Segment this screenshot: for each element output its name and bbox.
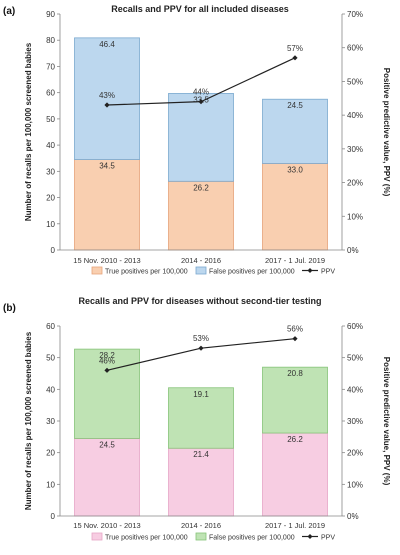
chart-1-ytick-6: 60 [46, 89, 55, 98]
chart-2-bar-s1-c3 [262, 432, 328, 517]
chart-2-ytick-6: 60 [46, 322, 55, 331]
chart-2-y2tick-1: 10% [347, 480, 363, 489]
chart-2-y2tick-0: 0% [347, 512, 359, 521]
chart-2-bar-s1-c2 [168, 447, 234, 517]
chart-2-bar-s2-c1 [74, 348, 140, 439]
chart-1-y2label: Positive predictive value, PPV (%) [382, 68, 391, 197]
chart-1-bar-s1-c3 [262, 163, 328, 251]
chart-1-ylabel: Number of recalls per 100,000 screened b… [24, 42, 33, 221]
chart-2-title: Recalls and PPV for diseases without sec… [78, 296, 321, 306]
chart-1-category-1: 15 Nov. 2010 - 2013 [73, 256, 140, 265]
chart-2-bar-label-s1-c3: 26.2 [287, 435, 303, 444]
chart-1-ytick-3: 30 [46, 167, 55, 176]
chart-2-ytick-4: 40 [46, 385, 55, 394]
chart-1-bar-label-s1-c3: 33.0 [287, 165, 303, 174]
chart-1-y2tick-3: 30% [347, 145, 363, 154]
chart-2-y2tick-5: 50% [347, 354, 363, 363]
chart-1-bar-s2-c1 [74, 37, 140, 160]
chart-2-legend-marker [307, 534, 313, 539]
chart-1-legend-swatch-1 [91, 266, 103, 275]
chart-2-ppv-label-1: 46% [99, 356, 115, 365]
chart-1-bar-label-s2-c3: 24.5 [287, 101, 303, 110]
chart-2-ytick-1: 10 [46, 480, 55, 489]
chart-2-bar-s2-c3 [262, 366, 328, 434]
chart-1-ytick-2: 20 [46, 194, 55, 203]
chart-1-y2tick-4: 40% [347, 111, 363, 120]
chart-2-bar-s2-c2 [168, 387, 234, 449]
chart-2-legend-label-1: True positives per 100,000 [105, 535, 188, 542]
chart-2-ytick-3: 30 [46, 417, 55, 426]
chart-2-panel-label: (b) [3, 303, 16, 314]
chart-2-legend-swatch-2 [195, 532, 207, 541]
chart-1-ytick-8: 80 [46, 36, 55, 45]
chart-2-bar-label-s2-c1: 28.2 [99, 351, 115, 360]
chart-1-ppv-point-3 [292, 55, 298, 61]
chart-2-ytick-2: 20 [46, 449, 55, 458]
chart-1-bar-s2-c2 [168, 93, 234, 182]
chart-2-ppv-point-3 [292, 336, 298, 342]
chart-2-category-1: 15 Nov. 2010 - 2013 [73, 521, 140, 530]
chart-2-y2label: Positive predictive value, PPV (%) [382, 357, 391, 486]
chart-1-title: Recalls and PPV for all included disease… [111, 4, 289, 14]
chart-1-legend-label-2: False positives per 100,000 [209, 269, 295, 276]
chart-2-legend-swatch-1 [91, 532, 103, 541]
chart-1-ppv-label-3: 57% [287, 44, 303, 53]
chart-1-ppv-point-1 [104, 102, 110, 108]
chart-2-ylabel: Number of recalls per 100,000 screened b… [24, 331, 33, 510]
chart-1-y2tick-2: 20% [347, 179, 363, 188]
chart-2-ppv-point-1 [104, 367, 110, 373]
chart-2-ppv-point-2 [198, 345, 204, 351]
chart-1-bar-s1-c1 [74, 159, 140, 251]
chart-2-y2tick-6: 60% [347, 322, 363, 331]
chart-2-ytick-5: 50 [46, 354, 55, 363]
chart-2-legend-label-3: PPV [321, 535, 335, 542]
chart-1-ytick-7: 70 [46, 62, 55, 71]
chart-1-legend-swatch-2 [195, 266, 207, 275]
chart-1-ppv-label-2: 44% [193, 88, 209, 97]
chart-1-y2tick-6: 60% [347, 44, 363, 53]
chart-1-legend-label-1: True positives per 100,000 [105, 269, 188, 276]
chart-1-category-2: 2014 - 2016 [181, 256, 221, 265]
chart-2-category-3: 2017 - 1 Jul. 2019 [265, 521, 325, 530]
chart-2-y2tick-4: 40% [347, 385, 363, 394]
chart-2-bar-label-s1-c1: 24.5 [99, 440, 115, 449]
chart-2-bar-label-s2-c3: 20.8 [287, 369, 303, 378]
chart-1-bar-label-s2-c1: 46.4 [99, 40, 115, 49]
chart-1-ytick-4: 40 [46, 141, 55, 150]
chart-1-ytick-9: 90 [46, 10, 55, 19]
chart-2-legend-label-2: False positives per 100,000 [209, 535, 295, 542]
chart-1-y2tick-0: 0% [347, 246, 359, 255]
chart-1-bar-s1-c2 [168, 180, 234, 251]
chart-2-y2tick-2: 20% [347, 449, 363, 458]
chart-2-bar-label-s1-c2: 21.4 [193, 450, 209, 459]
chart-1-y2tick-1: 10% [347, 212, 363, 221]
chart-2-bar-s1-c1 [74, 438, 140, 517]
chart-1-bar-label-s1-c2: 26.2 [193, 183, 209, 192]
chart-2-ppv-label-3: 56% [287, 325, 303, 334]
chart-1-ppv-label-1: 43% [99, 91, 115, 100]
chart-1-category-3: 2017 - 1 Jul. 2019 [265, 256, 325, 265]
chart-1-legend-marker [307, 268, 313, 273]
chart-1-ytick-1: 10 [46, 220, 55, 229]
chart-1-y2tick-7: 70% [347, 10, 363, 19]
chart-1-bar-s2-c3 [262, 98, 328, 164]
chart-1-panel-label: (a) [3, 6, 15, 17]
chart-2-ppv-label-2: 53% [193, 334, 209, 343]
chart-2-bar-label-s2-c2: 19.1 [193, 390, 209, 399]
chart-1-legend-label-3: PPV [321, 269, 335, 276]
chart-1-bar-label-s1-c1: 34.5 [99, 162, 115, 171]
chart-1-ytick-5: 50 [46, 115, 55, 124]
chart-1-ppv-point-2 [198, 99, 204, 105]
chart-1-y2tick-5: 50% [347, 77, 363, 86]
chart-2-ytick-0: 0 [51, 512, 56, 521]
chart-2-category-2: 2014 - 2016 [181, 521, 221, 530]
chart-1-ytick-0: 0 [51, 246, 56, 255]
chart-2-y2tick-3: 30% [347, 417, 363, 426]
